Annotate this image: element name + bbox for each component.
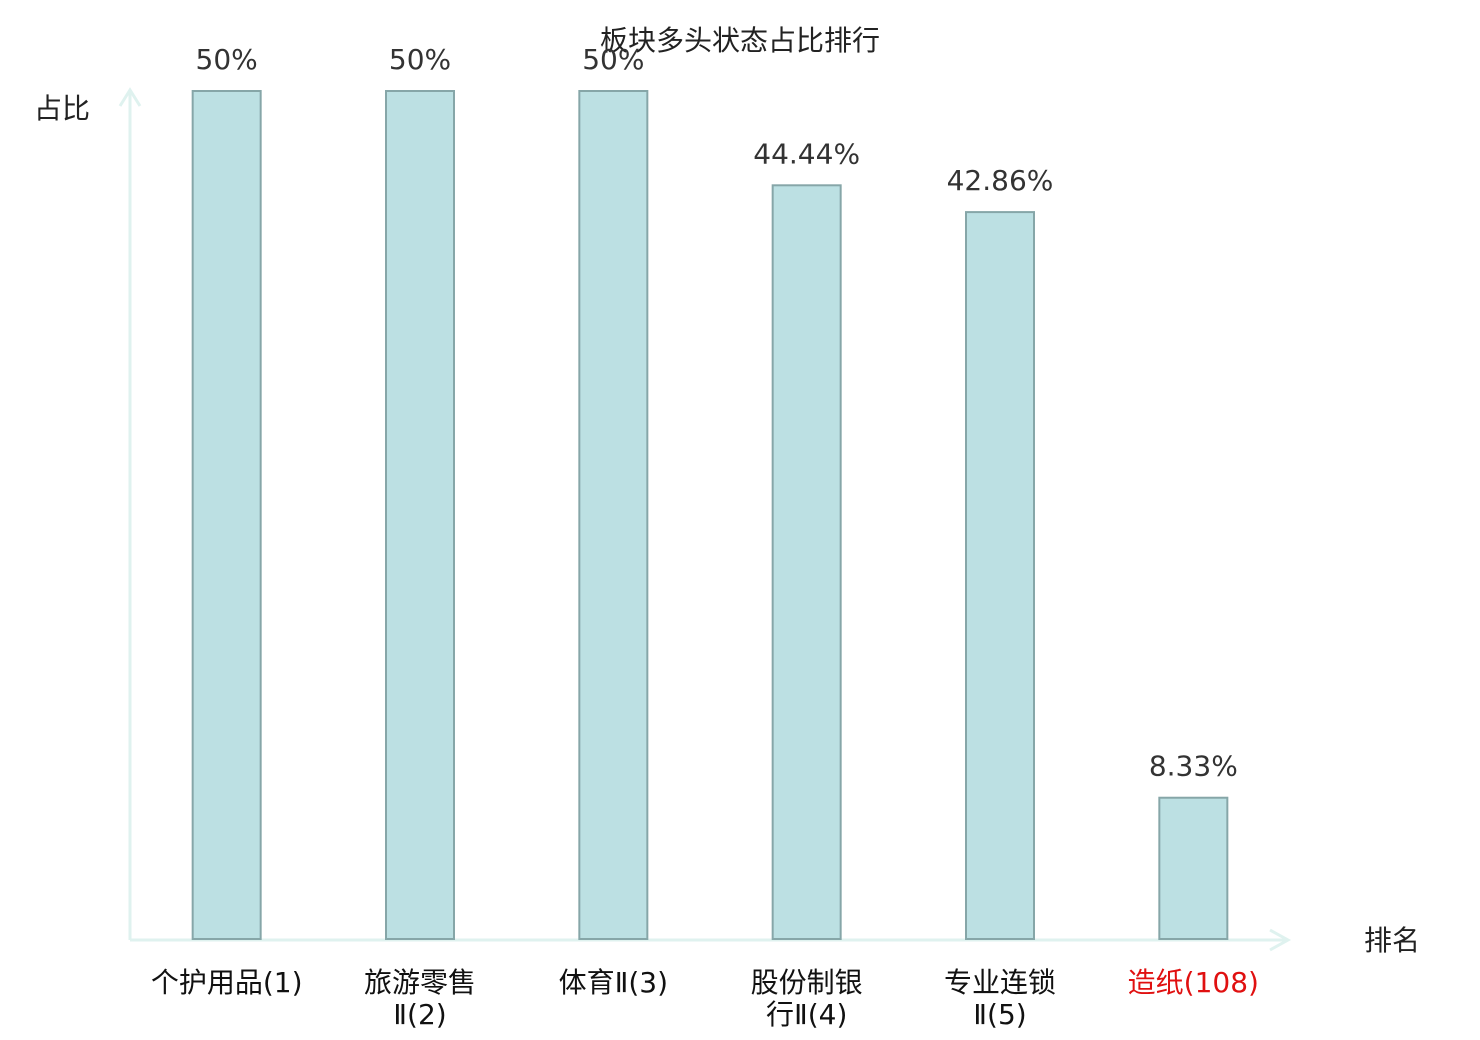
- value-label: 42.86%: [947, 164, 1054, 197]
- bar: [578, 90, 649, 940]
- y-axis-arrow: [118, 87, 142, 107]
- bar: [1158, 796, 1229, 940]
- axes: [118, 87, 1292, 952]
- x-axis-label: 排名: [1364, 924, 1420, 957]
- x-tick-label: 个护用品(1): [151, 966, 303, 999]
- bar: [385, 90, 455, 940]
- bar: [191, 90, 262, 940]
- bar: [965, 211, 1035, 940]
- chart-title: 板块多头状态占比排行: [600, 24, 880, 57]
- x-tick-label: 旅游零售 Ⅱ(2): [364, 966, 476, 1031]
- x-axis-arrow: [1269, 928, 1292, 952]
- value-label: 8.33%: [1149, 750, 1238, 783]
- value-label: 50%: [389, 43, 451, 76]
- x-tick-label: 股份制银行Ⅱ(4): [751, 966, 863, 1031]
- x-tick-label: 造纸(108): [1128, 966, 1259, 999]
- value-label: 44.44%: [753, 137, 860, 170]
- value-label: 50%: [582, 43, 644, 76]
- value-label: 50%: [196, 43, 258, 76]
- bar: [771, 184, 842, 940]
- y-axis-label: 占比: [34, 92, 90, 125]
- x-tick-label: 专业连锁 Ⅱ(5): [944, 966, 1056, 1031]
- x-tick-label: 体育Ⅱ(3): [559, 966, 668, 999]
